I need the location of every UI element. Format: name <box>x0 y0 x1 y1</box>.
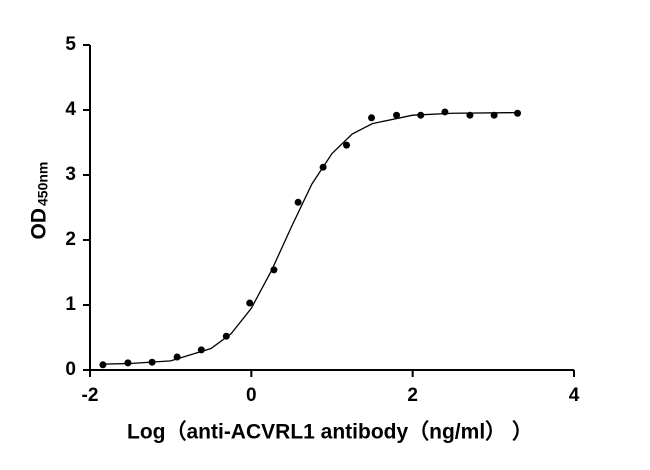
x-tick-label: 0 <box>246 385 257 406</box>
data-point <box>173 353 181 361</box>
data-point <box>99 361 107 369</box>
y-axis-title: OD <box>28 208 51 240</box>
data-point <box>270 266 278 274</box>
data-point <box>466 111 474 119</box>
y-axis-title-group: OD 450nm <box>28 162 51 240</box>
y-tick-label: 1 <box>65 294 76 315</box>
fit-curve <box>102 111 518 365</box>
y-tick-label: 0 <box>65 359 76 380</box>
x-tick-label: 2 <box>407 385 418 406</box>
y-tick-label: 4 <box>65 99 76 120</box>
y-tick-label: 2 <box>65 229 76 250</box>
x-tick-label: 4 <box>569 385 580 406</box>
data-point <box>514 109 522 117</box>
x-axis-title: Log（anti-ACVRL1 antibody（ng/ml） ） <box>127 420 533 444</box>
y-tick-label: 3 <box>65 164 76 185</box>
data-point <box>319 163 327 171</box>
y-axis-subscript: 450nm <box>35 162 51 206</box>
y-tick-label: 5 <box>65 34 76 55</box>
data-point <box>393 111 401 119</box>
data-point <box>441 108 449 116</box>
x-tick-label: -2 <box>82 385 99 406</box>
data-point <box>343 141 351 149</box>
data-point <box>222 332 230 340</box>
data-point <box>368 114 376 122</box>
data-point <box>246 299 254 307</box>
data-point <box>197 346 205 354</box>
data-point <box>490 111 498 119</box>
data-point <box>124 359 132 367</box>
data-point <box>417 111 425 119</box>
data-point <box>294 198 302 206</box>
data-point <box>148 358 156 366</box>
